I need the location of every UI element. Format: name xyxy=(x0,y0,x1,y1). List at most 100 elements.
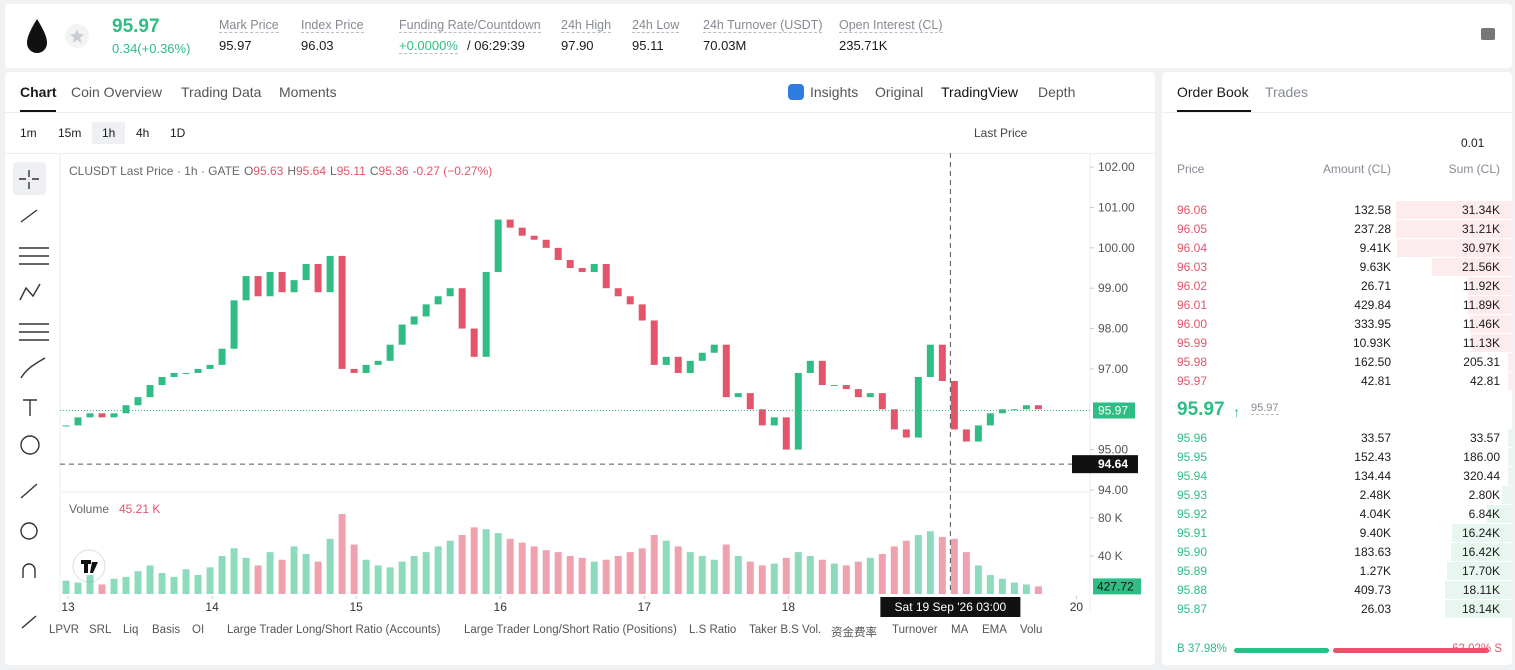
trades-tab[interactable]: Trades xyxy=(1265,84,1309,100)
volume-bar xyxy=(206,567,214,594)
volume-bar xyxy=(866,557,874,594)
tab[interactable]: Moments xyxy=(279,84,337,100)
volume-bar xyxy=(362,559,370,594)
x-tick-label: 13 xyxy=(61,600,75,614)
indicator[interactable]: LPVR xyxy=(49,624,80,636)
indicator[interactable]: MA xyxy=(951,624,969,636)
tab[interactable]: Trading Data xyxy=(181,84,262,100)
volume-bar xyxy=(386,567,394,594)
candle xyxy=(842,385,850,390)
legend-change: -0.27 (−0.27%) xyxy=(413,164,493,178)
candle xyxy=(638,304,646,321)
indicator[interactable]: Taker B.S Vol. xyxy=(749,624,822,636)
volume-bar xyxy=(806,555,814,594)
indicator[interactable]: 资金费率 xyxy=(831,627,877,639)
depth-bar xyxy=(1446,562,1512,580)
candle xyxy=(254,276,262,297)
candle xyxy=(926,344,934,377)
volume-bar xyxy=(710,559,718,594)
volume-title: Volume xyxy=(69,502,109,516)
candle xyxy=(674,356,682,373)
stat-label: Mark Price xyxy=(219,18,279,33)
candle xyxy=(518,227,526,236)
depth-bar xyxy=(1508,353,1512,371)
indicator[interactable]: Volu xyxy=(1020,624,1043,636)
candle xyxy=(374,360,382,365)
y-tick-label: 95.00 xyxy=(1098,443,1128,457)
price: 95.92 xyxy=(1177,507,1208,521)
indicator[interactable]: EMA xyxy=(982,624,1007,636)
depth-bar xyxy=(1486,505,1512,523)
candle xyxy=(350,368,358,373)
candle xyxy=(266,272,274,297)
view[interactable]: Depth xyxy=(1038,84,1076,100)
view[interactable]: TradingView xyxy=(941,84,1019,100)
view[interactable]: Original xyxy=(875,84,924,100)
interval[interactable]: 15m xyxy=(58,126,82,140)
tab[interactable]: Coin Overview xyxy=(71,84,163,100)
amount: 9.40K xyxy=(1359,526,1391,540)
indicator[interactable]: Large Trader Long/Short Ratio (Positions… xyxy=(464,624,677,636)
stat-value: +0.0000% xyxy=(399,38,458,54)
candle xyxy=(698,352,706,361)
volume-bar xyxy=(230,548,238,594)
sum: 186.00 xyxy=(1463,450,1500,464)
order-book-tab[interactable]: Order Book xyxy=(1177,84,1249,100)
stat-value: 70.03M xyxy=(703,38,747,53)
volume-bar xyxy=(434,546,442,594)
candle xyxy=(554,247,562,260)
volume-bar xyxy=(698,555,706,594)
amount: 1.27K xyxy=(1359,564,1391,578)
price: 95.96 xyxy=(1177,431,1208,445)
indicator[interactable]: Turnover xyxy=(892,624,938,636)
indicator[interactable]: SRL xyxy=(89,624,112,636)
candle xyxy=(506,219,514,228)
menu-icon[interactable] xyxy=(1481,28,1495,40)
interval[interactable]: 1h xyxy=(92,122,126,144)
interval[interactable]: 4h xyxy=(136,126,150,140)
stat-label: Funding Rate/Countdown xyxy=(399,18,541,33)
candle xyxy=(302,263,310,281)
volume-bar xyxy=(506,538,514,594)
volume-bar xyxy=(542,550,550,594)
indicator[interactable]: Basis xyxy=(152,624,181,636)
amount: 26.71 xyxy=(1360,279,1391,293)
sum: 320.44 xyxy=(1463,469,1500,483)
candle xyxy=(854,389,862,398)
stat-label: 24h Low xyxy=(632,18,680,33)
sum: 42.81 xyxy=(1469,374,1500,388)
precision[interactable]: 0.01 xyxy=(1461,136,1485,150)
volume-bar xyxy=(218,555,226,594)
volume-bar xyxy=(398,561,406,594)
amount: 183.63 xyxy=(1354,545,1391,559)
depth-bar xyxy=(1470,334,1512,352)
indicator[interactable]: L.S Ratio xyxy=(689,624,737,636)
column-header: Price xyxy=(1177,162,1205,176)
volume-bar xyxy=(182,569,190,594)
price: 95.88 xyxy=(1177,583,1208,597)
price-type[interactable]: Last Price xyxy=(974,126,1028,140)
depth-bar xyxy=(1397,239,1512,257)
indicator[interactable]: OI xyxy=(192,624,205,636)
volume-bar xyxy=(674,546,682,594)
depth-bar xyxy=(1432,258,1512,276)
amount: 9.41K xyxy=(1359,241,1391,255)
price: 95.89 xyxy=(1177,564,1208,578)
candle xyxy=(422,304,430,317)
volume-bar xyxy=(254,565,262,594)
view[interactable]: Insights xyxy=(810,84,859,100)
favorite[interactable] xyxy=(64,23,90,49)
sum: 16.24K xyxy=(1461,526,1500,540)
volume-bar xyxy=(278,559,286,594)
last-price-label: 95.97 xyxy=(1098,403,1128,417)
volume-bar xyxy=(566,555,574,594)
indicator[interactable]: Large Trader Long/Short Ratio (Accounts) xyxy=(227,624,441,636)
tab[interactable]: Chart xyxy=(20,84,57,100)
volume-bar xyxy=(98,584,106,594)
indicator[interactable]: Liq xyxy=(123,624,139,636)
interval[interactable]: 1D xyxy=(170,126,186,140)
sum: 31.34K xyxy=(1461,203,1500,217)
interval[interactable]: 1m xyxy=(20,126,37,140)
sum: 18.11K xyxy=(1462,583,1500,597)
candle xyxy=(542,239,550,248)
